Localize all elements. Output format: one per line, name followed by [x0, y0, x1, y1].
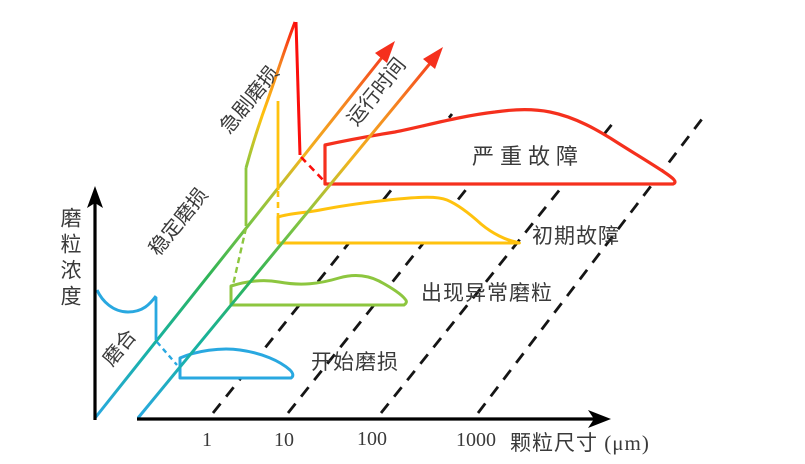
- severe-fault-connector-dashed: [300, 156, 327, 184]
- spike-drop-line: [294, 21, 302, 156]
- axes: [87, 186, 611, 428]
- distribution-abnormal-particles: [229, 274, 408, 307]
- wear-trend-arrowhead-icon: [375, 41, 395, 63]
- distribution-severe-fault: [323, 108, 677, 186]
- annotation-wear-start: 开始磨损: [311, 350, 399, 374]
- rapid-wear-spike-curve: [244, 21, 297, 169]
- x-tick-1000: 1000: [456, 429, 496, 451]
- x-axis-label: 颗粒尺寸 (μm): [510, 431, 650, 455]
- x-tick-100: 100: [357, 428, 387, 450]
- y-axis-label: 磨粒浓度: [58, 207, 82, 311]
- x-axis-arrowhead-icon: [588, 410, 611, 428]
- x-tick-10: 10: [274, 429, 294, 451]
- run-in-dip-curve: [95, 289, 158, 314]
- x-tick-1: 1: [202, 429, 212, 451]
- diagonal-lines: [93, 54, 434, 419]
- wear-start-connector-dashed: [156, 341, 178, 366]
- stage-label-stable-wear: 稳定磨损: [144, 183, 212, 260]
- distribution-wear-start: [178, 347, 295, 380]
- annotation-severe-fault: 严重故障: [472, 144, 584, 169]
- concentration-trend-marks: [95, 21, 327, 366]
- distribution-early-fault: [276, 195, 521, 245]
- size-distributions: [178, 108, 677, 380]
- time-axis-arrowhead-icon: [423, 47, 443, 69]
- time-axis-line: [136, 60, 434, 419]
- y-axis-arrowhead-icon: [87, 186, 103, 208]
- stage-label-run-in: 磨合: [98, 325, 141, 371]
- stage-label-rapid-wear: 急剧磨损: [215, 61, 283, 138]
- annotation-early-fault: 初期故障: [532, 224, 620, 248]
- wear-trend-line: [93, 54, 386, 419]
- annotation-abnormal-particles: 出现异常磨粒: [421, 281, 553, 305]
